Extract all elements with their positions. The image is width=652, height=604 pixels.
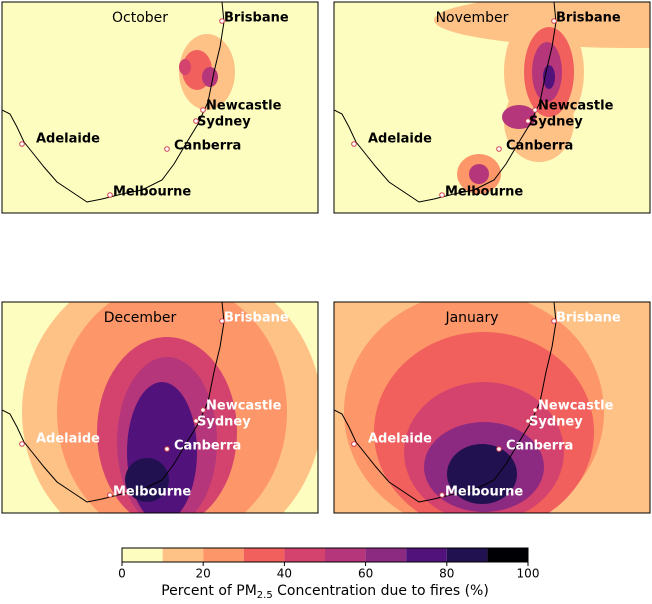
city-label: Newcastle <box>538 399 614 414</box>
city-label: Newcastle <box>538 99 614 114</box>
coastline <box>334 302 557 503</box>
city-label: Newcastle <box>206 399 282 414</box>
city-marker <box>532 407 538 413</box>
city-label: Adelaide <box>368 132 432 147</box>
map-area <box>334 2 650 213</box>
colorbar-segment <box>122 548 163 562</box>
colorbar-tick-label: 0 <box>118 567 126 581</box>
panel-title: November <box>436 10 509 26</box>
colorbar-label: Percent of PM2.5 Concentration due to fi… <box>161 583 489 600</box>
city-marker <box>193 418 199 424</box>
city-marker <box>200 407 206 413</box>
city-marker <box>496 446 502 452</box>
coastline <box>2 302 225 503</box>
city-marker <box>164 446 170 452</box>
panel-title: December <box>104 310 177 326</box>
fire-plume <box>469 164 489 184</box>
city-label: Canberra <box>506 439 573 454</box>
city-marker <box>439 492 445 498</box>
city-marker <box>351 141 357 147</box>
colorbar-tick-label: 80 <box>439 567 454 581</box>
city-marker <box>219 318 225 324</box>
panel-frame <box>333 301 651 514</box>
city-label: Sydney <box>529 115 583 130</box>
panel-frame <box>333 1 651 214</box>
city-marker <box>525 118 531 124</box>
colorbar-segment <box>203 548 244 562</box>
city-label: Brisbane <box>224 11 289 26</box>
city-marker <box>532 107 538 113</box>
city-marker <box>107 492 113 498</box>
city-marker <box>551 318 557 324</box>
city-marker <box>164 146 170 152</box>
colorbar-tick-label: 60 <box>358 567 373 581</box>
city-label: Melbourne <box>113 485 191 500</box>
colorbar-tick-label: 40 <box>277 567 292 581</box>
colorbar-segment <box>406 548 447 562</box>
fire-plume <box>202 67 218 87</box>
colorbar-segment <box>325 548 366 562</box>
map-area <box>334 302 650 513</box>
city-marker <box>351 441 357 447</box>
colorbar-segment <box>487 548 528 562</box>
fire-plume <box>179 59 191 75</box>
city-label: Melbourne <box>445 185 523 200</box>
city-label: Adelaide <box>36 432 100 447</box>
city-label: Brisbane <box>224 311 289 326</box>
city-label: Melbourne <box>445 485 523 500</box>
map-area <box>2 2 318 213</box>
city-label: Canberra <box>174 139 241 154</box>
colorbar-segment <box>446 548 488 562</box>
city-label: Canberra <box>506 139 573 154</box>
city-marker <box>439 192 445 198</box>
city-marker <box>19 441 25 447</box>
city-marker <box>193 118 199 124</box>
colorbar-frame <box>121 547 529 563</box>
panel-frame <box>1 1 319 214</box>
city-label: Sydney <box>197 115 251 130</box>
city-marker <box>219 18 225 24</box>
city-label: Adelaide <box>36 132 100 147</box>
city-label: Sydney <box>529 415 583 430</box>
city-label: Brisbane <box>556 11 621 26</box>
city-label: Brisbane <box>556 311 621 326</box>
colorbar-segment <box>162 548 204 562</box>
colorbar-segment <box>365 548 407 562</box>
city-label: Canberra <box>174 439 241 454</box>
coastline <box>334 2 557 203</box>
coastline <box>2 2 225 203</box>
city-marker <box>496 146 502 152</box>
colorbar-tick-label: 100 <box>517 567 540 581</box>
city-label: Adelaide <box>368 432 432 447</box>
colorbar-segment <box>284 548 325 562</box>
label-part: Percent of PM <box>161 583 257 599</box>
city-marker <box>525 418 531 424</box>
city-marker <box>200 107 206 113</box>
fire-plume <box>447 444 517 504</box>
city-label: Melbourne <box>113 185 191 200</box>
city-marker <box>551 18 557 24</box>
label-part: Concentration due to fires (%) <box>273 583 489 599</box>
city-label: Sydney <box>197 415 251 430</box>
label-sub: 2.5 <box>257 590 273 600</box>
city-label: Newcastle <box>206 99 282 114</box>
map-area <box>2 302 318 513</box>
city-marker <box>19 141 25 147</box>
colorbar-tick-label: 20 <box>196 567 211 581</box>
panel-title: October <box>112 10 168 26</box>
panel-title: January <box>444 310 498 326</box>
city-marker <box>107 192 113 198</box>
colorbar-segment <box>243 548 285 562</box>
panel-frame <box>1 301 319 514</box>
background <box>2 2 318 213</box>
